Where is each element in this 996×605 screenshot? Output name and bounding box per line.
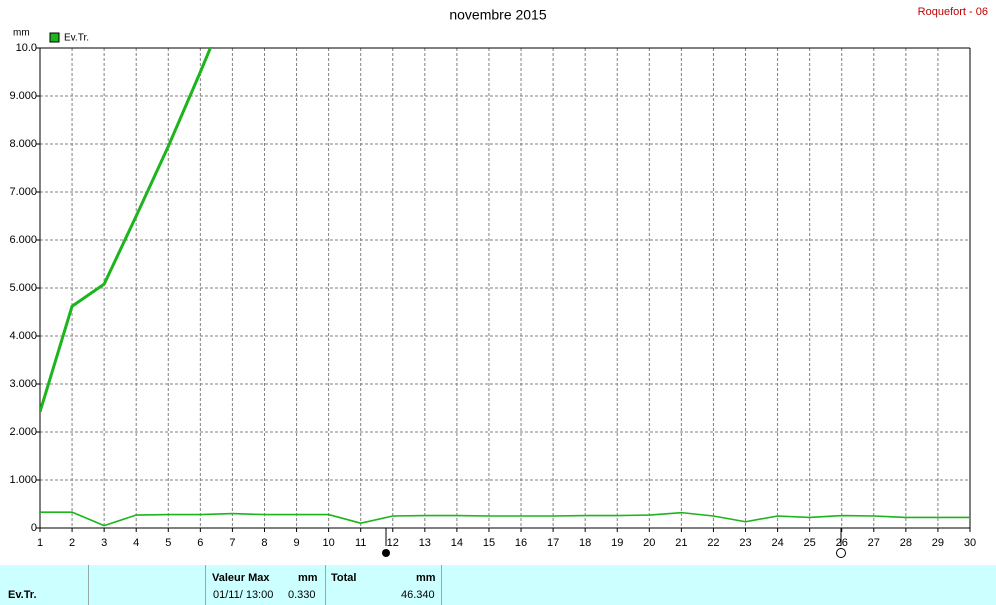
legend-label: Ev.Tr.: [64, 33, 89, 44]
x-tick-label: 20: [643, 537, 655, 549]
y-tick-label: 10.0: [16, 42, 37, 54]
y-tick-label: 7.000: [9, 186, 37, 198]
y-tick-label: 8.000: [9, 138, 37, 150]
x-tick-label: 10: [322, 537, 334, 549]
x-tick-label: 12: [387, 537, 399, 549]
chart-title: novembre 2015: [449, 7, 547, 23]
x-tick-label: 5: [165, 537, 171, 549]
x-tick-label: 18: [579, 537, 591, 549]
y-tick-label: 1.000: [9, 474, 37, 486]
x-tick-label: 23: [739, 537, 751, 549]
y-tick-label: 6.000: [9, 234, 37, 246]
x-tick-label: 16: [515, 537, 527, 549]
x-tick-label: 13: [419, 537, 431, 549]
max-unit: mm: [298, 572, 318, 584]
max-title: Valeur Max: [212, 572, 270, 584]
legend: Ev.Tr.: [49, 32, 89, 44]
series-line: [40, 47, 213, 413]
x-tick-label: 25: [804, 537, 816, 549]
max-value: 0.330: [288, 589, 316, 601]
series-line: [40, 511, 970, 527]
y-tick-label: 4.000: [9, 330, 37, 342]
x-tick-label: 22: [707, 537, 719, 549]
x-tick-label: 9: [293, 537, 299, 549]
y-tick-label: 9.000: [9, 90, 37, 102]
y-axis-label: mm: [13, 28, 30, 39]
x-tick-label: 28: [900, 537, 912, 549]
cell: Valeur Max mm 01/11/ 13:00 0.330: [206, 565, 326, 605]
station: Roquefort - 06: [918, 6, 988, 18]
new-moon-icon: [836, 548, 846, 558]
x-tick-label: 30: [964, 537, 976, 549]
summary-label: Ev.Tr.: [8, 589, 37, 601]
summary-bar: Ev.Tr. Valeur Max mm 01/11/ 13:00 0.330 …: [0, 565, 996, 605]
full-moon-icon: [382, 549, 390, 557]
x-tick-label: 19: [611, 537, 623, 549]
total-title: Total: [331, 572, 357, 584]
x-tick-label: 6: [197, 537, 203, 549]
x-tick-label: 21: [675, 537, 687, 549]
x-tick-label: 14: [451, 537, 463, 549]
chart: novembre 2015 Roquefort - 06 mm Ev.Tr. 0…: [9, 6, 988, 558]
y-tick-label: 5.000: [9, 282, 37, 294]
x-tick-label: 15: [483, 537, 495, 549]
legend-swatch: [49, 32, 60, 43]
cell: Total mm 46.340: [326, 565, 442, 605]
y-tick-label: 0: [31, 522, 37, 534]
x-tick-label: 24: [771, 537, 783, 549]
x-tick-label: 29: [932, 537, 944, 549]
total-unit: mm: [416, 572, 436, 584]
max-date: 01/11/ 13:00: [213, 589, 274, 601]
y-tick-label: 3.000: [9, 378, 37, 390]
x-tick-label: 27: [868, 537, 880, 549]
x-tick-label: 2: [69, 537, 75, 549]
x-tick-label: 7: [229, 537, 235, 549]
x-tick-label: 4: [133, 537, 139, 549]
y-tick-label: 2.000: [9, 426, 37, 438]
cell: Ev.Tr.: [0, 565, 89, 605]
x-tick-label: 8: [261, 537, 267, 549]
cell: [89, 565, 206, 605]
x-tick-label: 26: [836, 537, 848, 549]
x-tick-label: 1: [37, 537, 43, 549]
x-tick-label: 3: [101, 537, 107, 549]
x-tick-label: 17: [547, 537, 559, 549]
total-value: 46.340: [401, 589, 435, 601]
x-tick-label: 11: [355, 537, 366, 549]
